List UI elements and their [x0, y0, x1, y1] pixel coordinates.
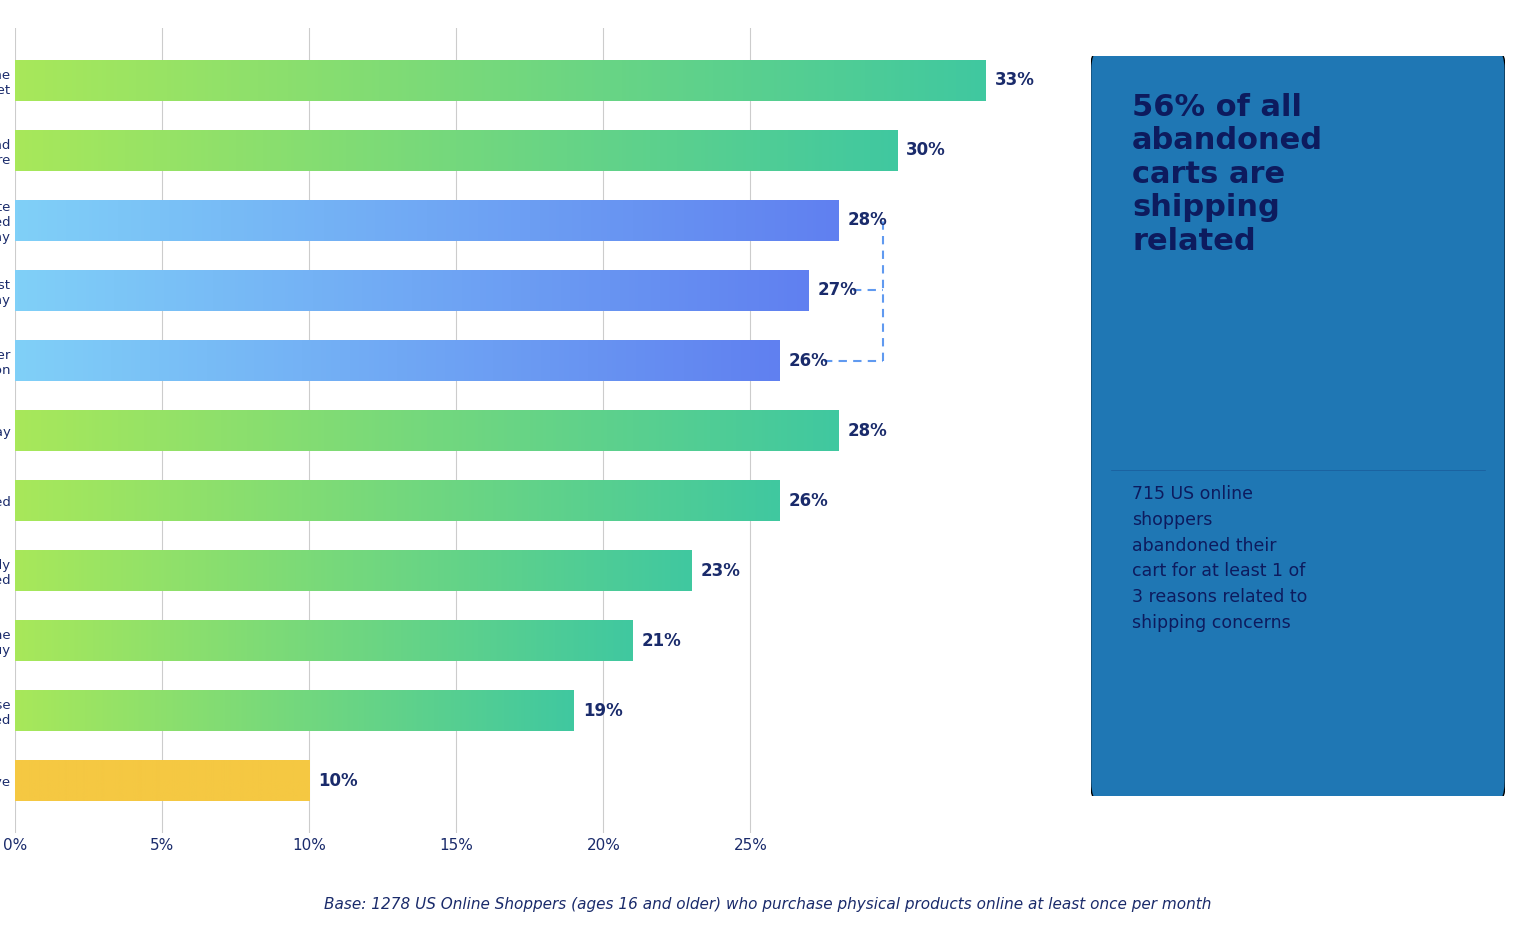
Text: 26%: 26%	[788, 492, 828, 509]
Text: 27%: 27%	[819, 282, 859, 299]
FancyBboxPatch shape	[1091, 48, 1505, 804]
Text: 56% of all
abandoned
carts are
shipping
related: 56% of all abandoned carts are shipping …	[1132, 93, 1322, 256]
Text: 28%: 28%	[848, 421, 888, 440]
Text: 30%: 30%	[906, 142, 946, 159]
Text: Base: 1278 US Online Shoppers (ages 16 and older) who purchase physical products: Base: 1278 US Online Shoppers (ages 16 a…	[324, 897, 1212, 912]
Text: 21%: 21%	[642, 632, 682, 650]
Text: 715 US online
shoppers
abandoned their
cart for at least 1 of
3 reasons related : 715 US online shoppers abandoned their c…	[1132, 485, 1307, 632]
Text: 26%: 26%	[788, 352, 828, 369]
Text: 10%: 10%	[318, 772, 358, 790]
Text: 33%: 33%	[994, 71, 1034, 89]
Text: 28%: 28%	[848, 211, 888, 230]
Text: 19%: 19%	[582, 702, 622, 720]
Text: 23%: 23%	[700, 562, 740, 580]
